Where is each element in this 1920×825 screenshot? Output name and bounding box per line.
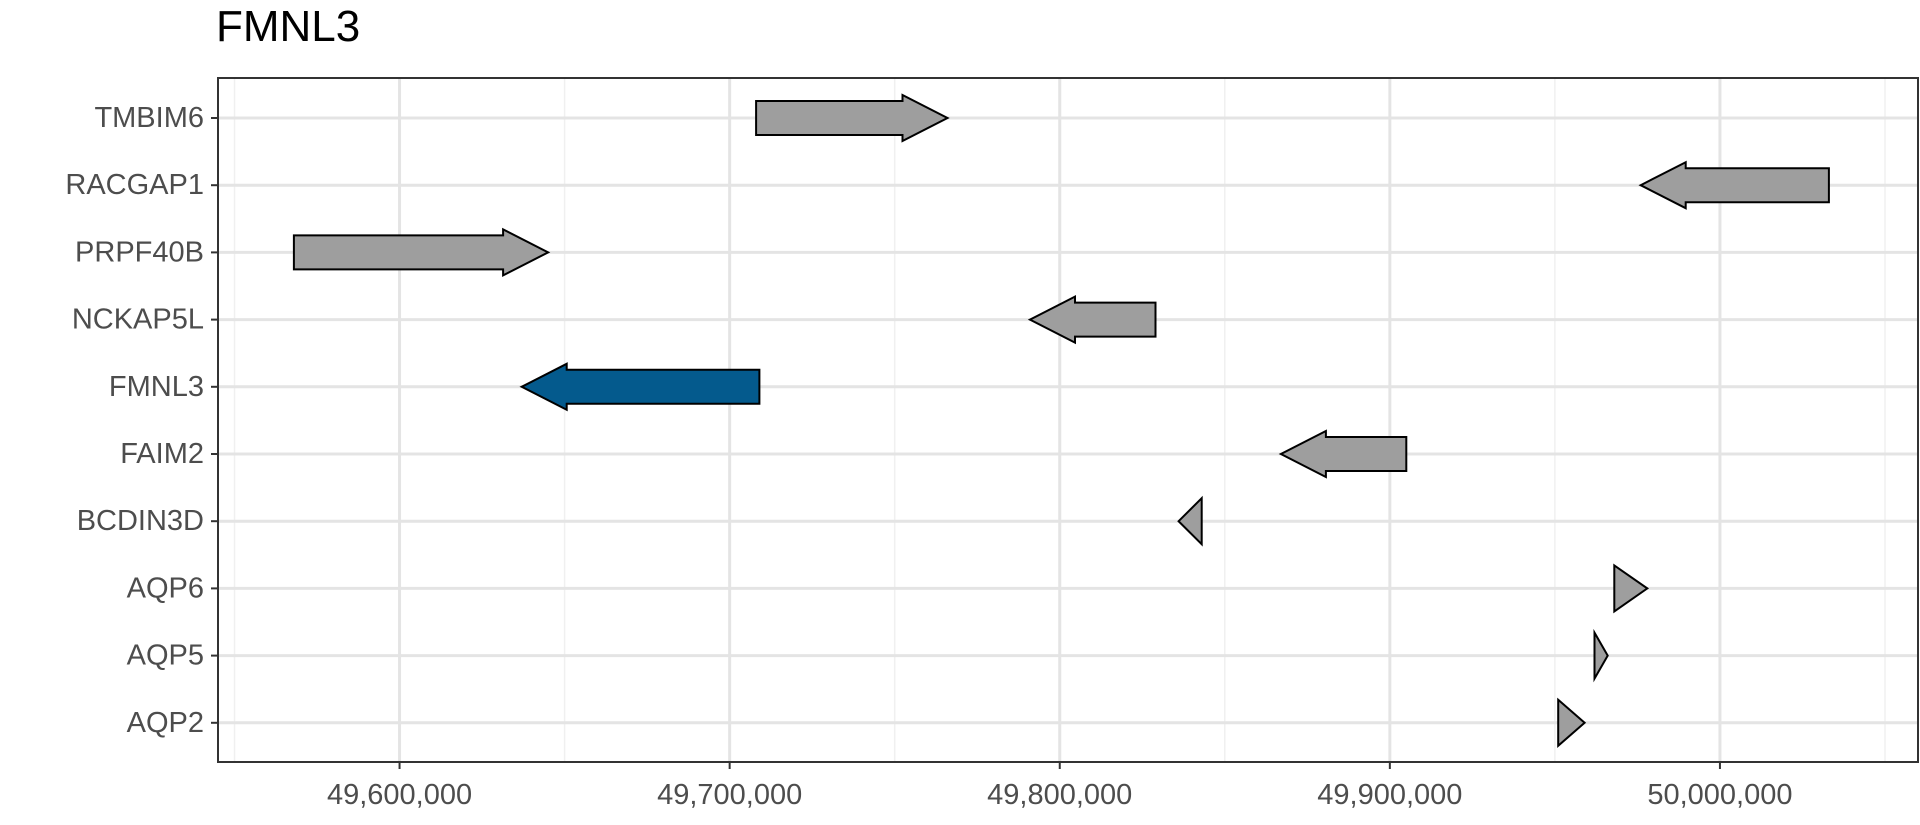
gene-arrow-aqp6 [1613, 563, 1650, 614]
gene-arrow-racgap1 [1638, 160, 1830, 210]
gene-arrow-bcdin3d [1177, 495, 1203, 547]
x-tick-label: 49,600,000 [327, 779, 472, 811]
y-tick-label: RACGAP1 [65, 169, 204, 201]
x-tick-label: 50,000,000 [1647, 779, 1792, 811]
y-tick-label: FMNL3 [109, 371, 204, 403]
gene-arrow-prpf40b [292, 227, 551, 278]
y-tick-label: AQP2 [127, 707, 204, 739]
chart-title: FMNL3 [216, 2, 361, 51]
plot-panel-background [218, 78, 1918, 762]
y-tick-label: BCDIN3D [77, 505, 204, 537]
gene-arrow-fmnl3 [519, 362, 761, 412]
gene-arrow-aqp2 [1557, 697, 1587, 748]
plot-panel-border [217, 77, 1919, 763]
y-tick-label: PRPF40B [75, 236, 204, 268]
gene-arrow-nckap5l [1027, 294, 1157, 345]
gene-arrow-aqp5 [1593, 628, 1609, 683]
y-tick-label: TMBIM6 [94, 102, 204, 134]
x-tick-label: 49,700,000 [657, 779, 802, 811]
gene-layer [292, 93, 1830, 748]
gene-arrow-faim2 [1278, 429, 1408, 479]
y-tick-label: NCKAP5L [72, 304, 204, 336]
y-tick-label: AQP6 [127, 572, 204, 604]
gene-arrow-tmbim6 [755, 93, 950, 143]
grid-layer [218, 78, 1918, 762]
y-tick-label: FAIM2 [120, 438, 204, 470]
y-tick-label: AQP5 [127, 640, 204, 672]
axis-layer: TMBIM6 RACGAP1 PRPF40B NCKAP5L FMNL3 FAIM2 BCD… [65, 102, 1792, 811]
x-tick-label: 49,900,000 [1317, 779, 1462, 811]
x-tick-label: 49,800,000 [987, 779, 1132, 811]
